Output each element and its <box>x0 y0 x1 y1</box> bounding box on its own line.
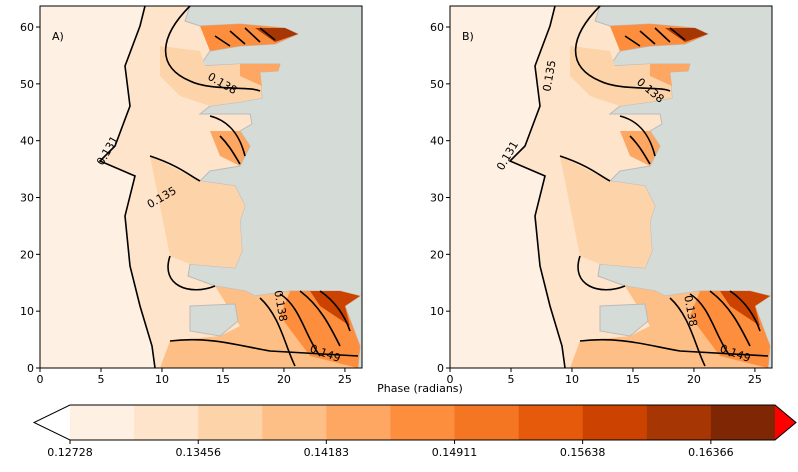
map <box>39 5 363 369</box>
colorbar-segment <box>70 405 135 440</box>
panel-label: A) <box>52 30 64 43</box>
colorbar-over <box>775 405 796 440</box>
map <box>449 5 773 369</box>
colorbar-segment <box>646 405 712 440</box>
x-tick-label: 25 <box>338 373 352 386</box>
x-tick-label: 0 <box>447 373 454 386</box>
contour-label: 0.138 <box>681 294 699 327</box>
x-tick-label: 15 <box>626 373 640 386</box>
colorbar-segment <box>518 405 584 440</box>
y-tick-label: 10 <box>430 305 444 318</box>
y-tick-label: 60 <box>20 21 34 34</box>
contour-label: 0.135 <box>540 59 558 92</box>
colorbar-segment <box>582 405 648 440</box>
y-tick-label: 20 <box>430 248 444 261</box>
contour-label: 0.138 <box>271 289 289 322</box>
x-tick-label: 5 <box>97 373 104 386</box>
y-tick-label: 20 <box>20 248 34 261</box>
x-tick-label: 15 <box>216 373 230 386</box>
y-tick-label: 30 <box>430 192 444 205</box>
colorbar-tick-label: 0.15638 <box>560 446 606 459</box>
panel-label: B) <box>462 30 474 43</box>
colorbar-segment <box>390 405 456 440</box>
x-tick-label: 10 <box>155 373 169 386</box>
colorbar-segment <box>454 405 520 440</box>
colorbar-tick-label: 0.14911 <box>432 446 478 459</box>
colorbar-tick-label: 0.14183 <box>304 446 350 459</box>
colorbar-tick-label: 0.12728 <box>47 446 93 459</box>
colorbar-segment <box>134 405 199 440</box>
colorbar-segment <box>326 405 391 440</box>
x-tick-label: 25 <box>748 373 762 386</box>
colorbar-label: Phase (radians) <box>377 382 463 395</box>
colorbar-under <box>34 405 70 440</box>
x-tick-label: 0 <box>37 373 44 386</box>
axes-frame <box>39 5 363 369</box>
y-tick-label: 0 <box>437 362 444 375</box>
y-tick-label: 0 <box>27 362 34 375</box>
x-tick-label: 20 <box>277 373 291 386</box>
colorbar-tick-label: 0.13456 <box>175 446 221 459</box>
y-tick-label: 50 <box>20 78 34 91</box>
axes-frame <box>449 5 773 369</box>
x-tick-label: 5 <box>507 373 514 386</box>
colorbar-segment <box>262 405 327 440</box>
y-tick-label: 60 <box>430 21 444 34</box>
colorbar-segment <box>710 405 776 440</box>
y-tick-label: 40 <box>20 135 34 148</box>
y-tick-label: 10 <box>20 305 34 318</box>
y-tick-label: 40 <box>430 135 444 148</box>
colorbar-tick-label: 0.16366 <box>688 446 734 459</box>
x-tick-label: 20 <box>687 373 701 386</box>
colorbar-outline <box>32 404 797 441</box>
y-tick-label: 50 <box>430 78 444 91</box>
colorbar-segment <box>198 405 263 440</box>
x-tick-label: 10 <box>565 373 579 386</box>
y-tick-label: 30 <box>20 192 34 205</box>
